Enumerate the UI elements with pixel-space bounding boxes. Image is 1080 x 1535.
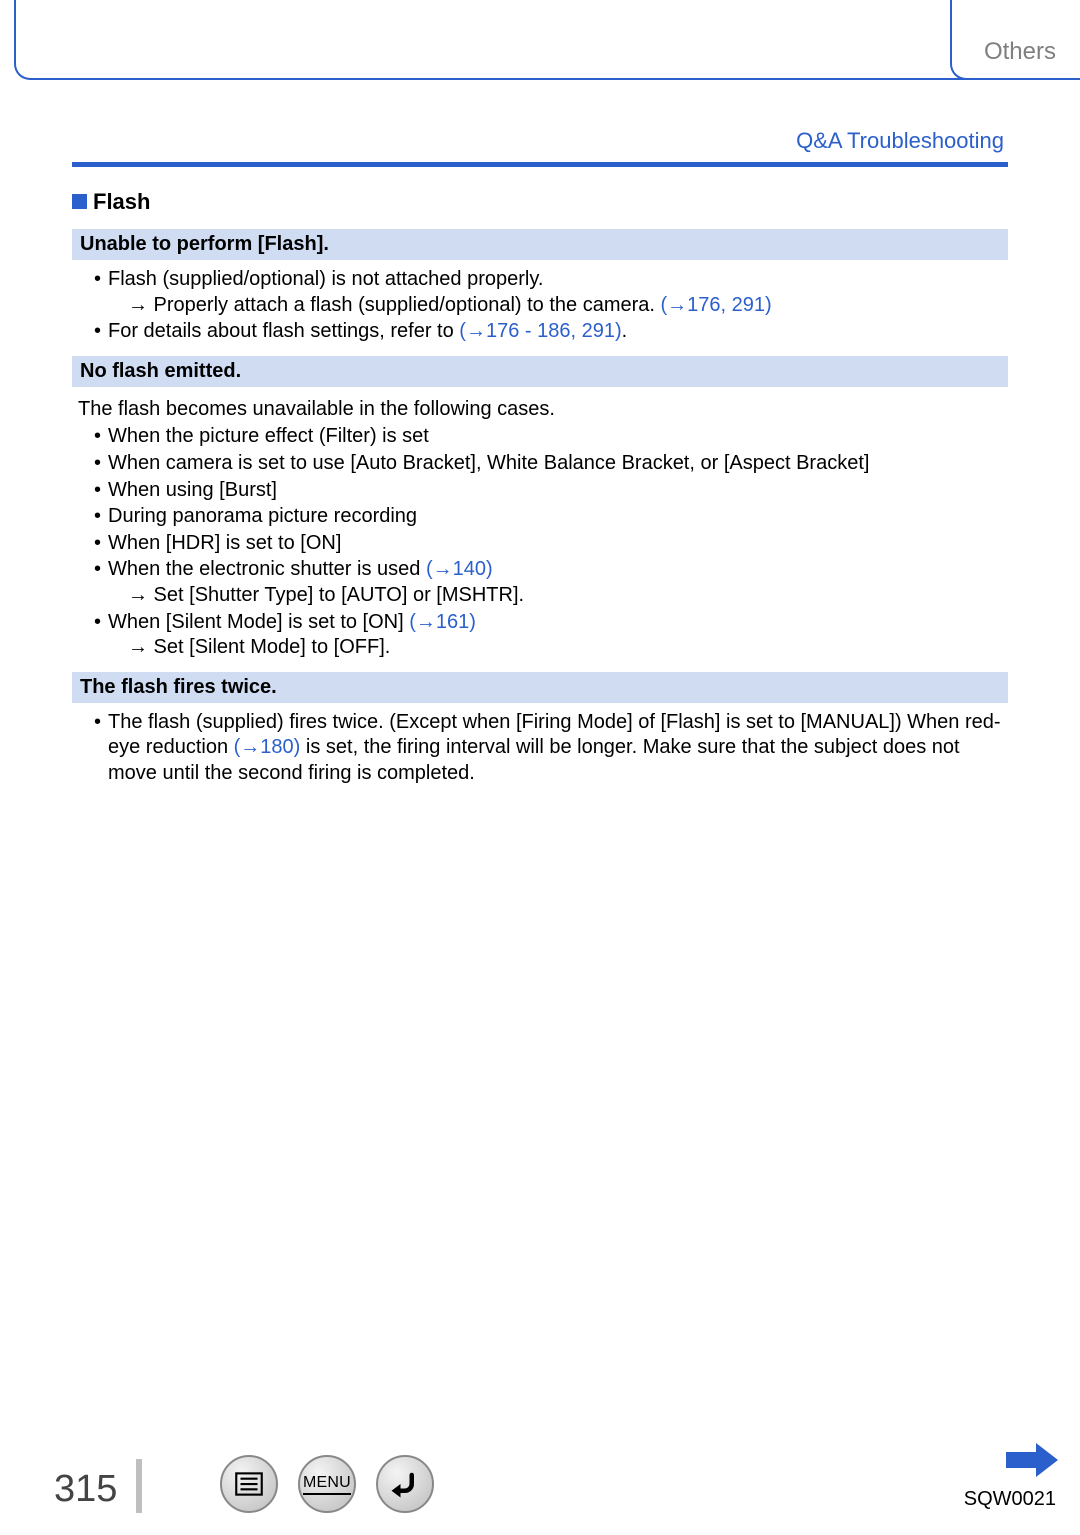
header-rule: Others: [14, 0, 1080, 80]
page-ref-link[interactable]: (→180): [234, 736, 301, 758]
list-item: When the picture effect (Filter) is set: [94, 424, 1004, 450]
page-number: 315: [54, 1468, 117, 1511]
item-text: When using [Burst]: [108, 479, 277, 501]
list-item: When [HDR] is set to [ON]: [94, 531, 1004, 557]
page-ref-link[interactable]: (→176 - 186, 291): [459, 320, 621, 342]
sub-line: → Set [Silent Mode] to [OFF].: [108, 635, 1004, 661]
item-text: During panorama picture recording: [108, 505, 417, 527]
back-button[interactable]: [376, 1455, 434, 1513]
list-item: For details about flash settings, refer …: [94, 319, 1004, 345]
item-text: When the electronic shutter is used: [108, 558, 426, 580]
menu-button[interactable]: MENU: [298, 1455, 356, 1513]
item-text: Flash (supplied/optional) is not attache…: [108, 268, 543, 290]
issue-heading: No flash emitted.: [72, 356, 1008, 387]
item-text: For details about flash settings, refer …: [108, 320, 459, 342]
nav-icons: MENU: [220, 1455, 434, 1513]
list-button[interactable]: [220, 1455, 278, 1513]
square-bullet-icon: [72, 194, 87, 209]
issue-body: The flash becomes unavailable in the fol…: [72, 387, 1008, 666]
divider: [72, 162, 1008, 167]
page-number-divider: [136, 1459, 142, 1513]
page: Others Q&A Troubleshooting Flash Unable …: [0, 0, 1080, 1535]
item-text-after: .: [622, 320, 628, 342]
section-title: Flash: [72, 189, 1008, 215]
issue-body: Flash (supplied/optional) is not attache…: [72, 260, 1008, 350]
list-item: The flash (supplied) fires twice. (Excep…: [94, 710, 1004, 787]
breadcrumb[interactable]: Q&A Troubleshooting: [72, 128, 1008, 154]
issue-heading: Unable to perform [Flash].: [72, 229, 1008, 260]
list-icon: [232, 1467, 266, 1501]
item-text: When camera is set to use [Auto Bracket]…: [108, 452, 869, 474]
list-item: When the electronic shutter is used (→14…: [94, 557, 1004, 608]
back-icon: [387, 1466, 423, 1502]
arrow-right-icon: [1006, 1443, 1058, 1477]
page-ref-link[interactable]: (→176, 291): [661, 294, 772, 316]
page-ref-link[interactable]: (→140): [426, 558, 493, 580]
list-item: When [Silent Mode] is set to [ON] (→161)…: [94, 610, 1004, 661]
document-code: SQW0021: [964, 1488, 1056, 1511]
intro-text: The flash becomes unavailable in the fol…: [76, 397, 1004, 423]
issue-body: The flash (supplied) fires twice. (Excep…: [72, 703, 1008, 792]
content-area: Q&A Troubleshooting Flash Unable to perf…: [72, 128, 1008, 792]
page-ref-link[interactable]: (→161): [409, 611, 476, 633]
item-text: When [HDR] is set to [ON]: [108, 532, 341, 554]
next-page-button[interactable]: [1006, 1443, 1058, 1477]
list-item: When camera is set to use [Auto Bracket]…: [94, 451, 1004, 477]
list-item: Flash (supplied/optional) is not attache…: [94, 267, 1004, 318]
list-item: During panorama picture recording: [94, 504, 1004, 530]
footer: 315 MENU: [54, 1433, 1060, 1513]
item-text: When the picture effect (Filter) is set: [108, 425, 429, 447]
sub-text: → Properly attach a flash (supplied/opti…: [128, 294, 661, 316]
section-title-text: Flash: [93, 189, 150, 214]
sub-line: → Set [Shutter Type] to [AUTO] or [MSHTR…: [108, 583, 1004, 609]
category-label: Others: [984, 38, 1056, 66]
sub-line: → Properly attach a flash (supplied/opti…: [108, 293, 1004, 319]
list-item: When using [Burst]: [94, 478, 1004, 504]
item-text: When [Silent Mode] is set to [ON]: [108, 611, 409, 633]
issue-heading: The flash fires twice.: [72, 672, 1008, 703]
menu-icon: MENU: [303, 1474, 351, 1495]
